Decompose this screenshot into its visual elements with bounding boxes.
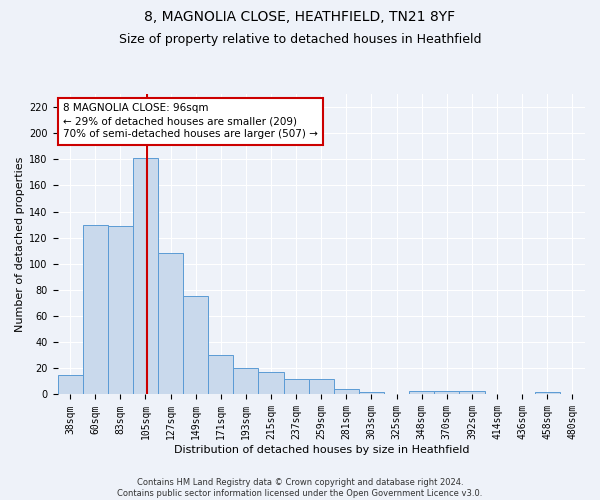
Bar: [259, 372, 284, 394]
Bar: [535, 392, 560, 394]
Bar: [308, 379, 334, 394]
Bar: [58, 375, 83, 394]
Bar: [208, 356, 233, 395]
Text: 8 MAGNOLIA CLOSE: 96sqm
← 29% of detached houses are smaller (209)
70% of semi-d: 8 MAGNOLIA CLOSE: 96sqm ← 29% of detache…: [63, 103, 317, 140]
Bar: [183, 296, 208, 394]
Text: 8, MAGNOLIA CLOSE, HEATHFIELD, TN21 8YF: 8, MAGNOLIA CLOSE, HEATHFIELD, TN21 8YF: [145, 10, 455, 24]
Bar: [434, 390, 460, 394]
Y-axis label: Number of detached properties: Number of detached properties: [15, 156, 25, 332]
Bar: [158, 254, 183, 394]
Bar: [133, 158, 158, 394]
Bar: [359, 392, 384, 394]
Text: Contains HM Land Registry data © Crown copyright and database right 2024.
Contai: Contains HM Land Registry data © Crown c…: [118, 478, 482, 498]
Bar: [108, 226, 133, 394]
Bar: [284, 379, 308, 394]
Bar: [83, 224, 108, 394]
X-axis label: Distribution of detached houses by size in Heathfield: Distribution of detached houses by size …: [173, 445, 469, 455]
Text: Size of property relative to detached houses in Heathfield: Size of property relative to detached ho…: [119, 32, 481, 46]
Bar: [460, 390, 485, 394]
Bar: [334, 389, 359, 394]
Bar: [409, 390, 434, 394]
Bar: [233, 368, 259, 394]
